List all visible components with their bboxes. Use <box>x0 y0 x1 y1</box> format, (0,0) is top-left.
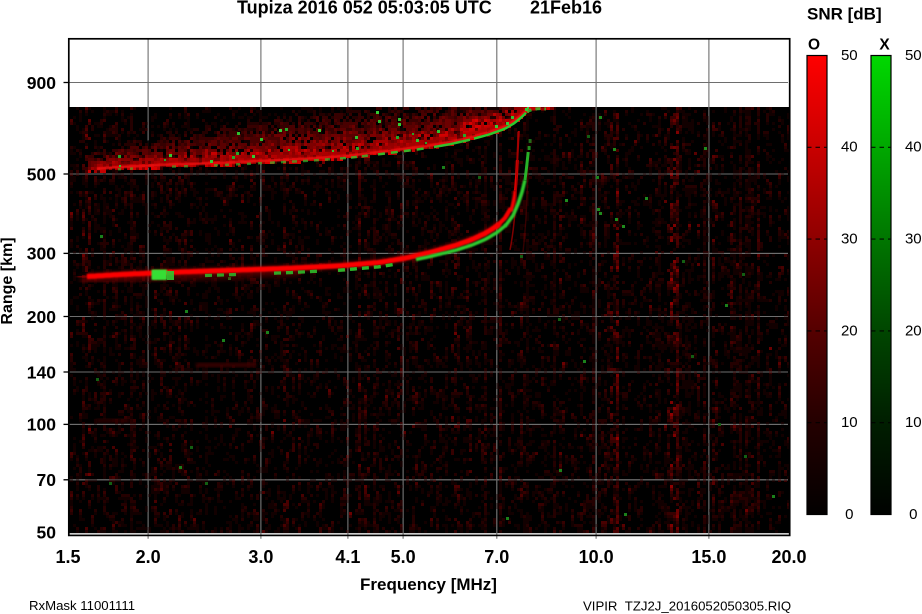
svg-text:21Feb16: 21Feb16 <box>530 0 602 18</box>
svg-text:15.0: 15.0 <box>691 547 726 567</box>
svg-text:30: 30 <box>905 231 922 248</box>
svg-text:140: 140 <box>27 362 56 382</box>
svg-text:500: 500 <box>27 164 56 184</box>
svg-text:50: 50 <box>37 523 57 543</box>
svg-text:0: 0 <box>845 506 853 523</box>
svg-text:5.0: 5.0 <box>391 547 416 567</box>
svg-text:70: 70 <box>37 470 57 490</box>
svg-text:20: 20 <box>905 322 922 339</box>
svg-text:O: O <box>808 37 820 54</box>
svg-text:50: 50 <box>905 47 922 64</box>
svg-text:30: 30 <box>841 231 858 248</box>
svg-text:100: 100 <box>27 415 56 435</box>
svg-text:1.5: 1.5 <box>55 547 80 567</box>
svg-text:10.0: 10.0 <box>579 547 614 567</box>
svg-text:10: 10 <box>841 414 858 431</box>
svg-text:SNR [dB]: SNR [dB] <box>807 5 882 24</box>
svg-text:RxMask 11001111: RxMask 11001111 <box>29 598 135 613</box>
svg-text:4.1: 4.1 <box>335 547 360 567</box>
svg-text:0: 0 <box>909 506 917 523</box>
svg-text:VIPIR TZJ2J_2016052050305.RIQ: VIPIR TZJ2J_2016052050305.RIQ <box>583 599 791 614</box>
svg-text:10: 10 <box>905 414 922 431</box>
svg-text:200: 200 <box>27 307 56 327</box>
svg-text:X: X <box>879 37 890 54</box>
svg-text:40: 40 <box>905 139 922 156</box>
svg-text:2.0: 2.0 <box>136 547 161 567</box>
svg-text:20: 20 <box>841 322 858 339</box>
svg-text:40: 40 <box>841 139 858 156</box>
svg-text:7.0: 7.0 <box>484 547 509 567</box>
svg-text:3.0: 3.0 <box>248 547 273 567</box>
svg-text:50: 50 <box>841 47 858 64</box>
svg-text:Tupiza 2016 052 05:03:05 UTC: Tupiza 2016 052 05:03:05 UTC <box>237 0 492 18</box>
svg-text:Frequency [MHz]: Frequency [MHz] <box>360 575 497 594</box>
svg-text:300: 300 <box>27 244 56 264</box>
svg-text:900: 900 <box>27 73 56 93</box>
svg-text:Range [km]: Range [km] <box>0 237 16 324</box>
svg-text:20.0: 20.0 <box>771 547 806 567</box>
